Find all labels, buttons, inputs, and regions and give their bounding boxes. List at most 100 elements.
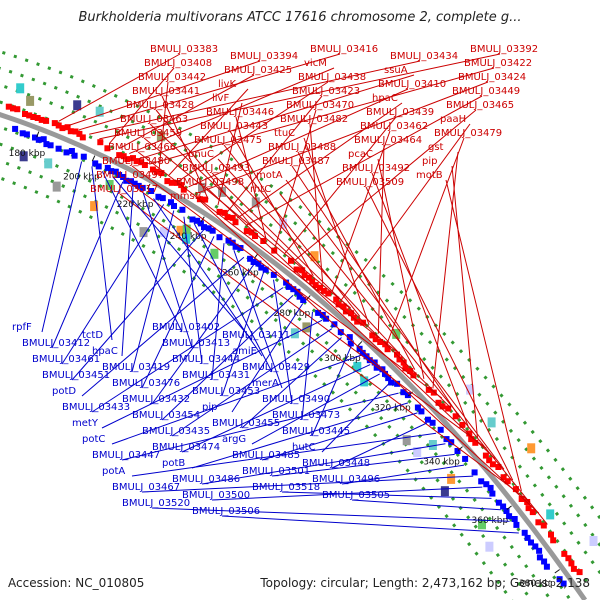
- forward-gene-label: ttuC: [274, 128, 295, 139]
- reverse-gene-mark: [483, 481, 490, 488]
- leader-line: [161, 95, 209, 200]
- reverse-gene-mark: [270, 271, 277, 278]
- forward-gene-mark: [55, 122, 62, 129]
- forward-gene-label: rhtC: [250, 184, 271, 195]
- forward-gene-label: gst: [428, 142, 444, 153]
- leader-line: [178, 81, 329, 182]
- reverse-gene-mark: [506, 513, 513, 520]
- reverse-gene-mark: [556, 576, 563, 583]
- backbone-ring: [0, 112, 588, 600]
- reverse-gene-mark: [55, 145, 62, 152]
- forward-gene-label: BMULJ_03487: [262, 156, 330, 167]
- leader-line: [131, 432, 437, 477]
- reverse-gene-mark: [503, 508, 510, 514]
- reverse-gene-label: BMULJ_03520: [122, 498, 190, 509]
- forward-gene-label: hpaC: [372, 93, 398, 104]
- reverse-gene-mark: [388, 379, 395, 386]
- forward-gene-mark: [439, 403, 446, 410]
- forward-gene-mark: [164, 178, 171, 185]
- leader-line: [227, 95, 323, 213]
- cog-feature-mark: [487, 417, 496, 428]
- cog-feature-mark: [52, 181, 61, 192]
- leader-line: [451, 165, 478, 439]
- reverse-gene-mark: [541, 558, 548, 565]
- leader-line: [377, 144, 385, 334]
- forward-gene-label: BMULJ_03509: [336, 177, 404, 188]
- leader-line: [155, 109, 257, 233]
- leader-line: [303, 137, 370, 326]
- leader-line: [365, 186, 514, 481]
- forward-gene-label: pip: [422, 156, 437, 167]
- forward-gene-mark: [407, 368, 414, 374]
- forward-gene-mark: [158, 170, 165, 177]
- reverse-gene-label: BMULJ_03455: [212, 418, 280, 429]
- reverse-gene-label: potC: [82, 434, 105, 445]
- tick-mark: [506, 505, 512, 510]
- tick-label: 300 kbp: [324, 354, 361, 364]
- forward-gene-mark: [174, 179, 181, 186]
- forward-gene-label: mmsB: [170, 191, 202, 202]
- forward-gene-label: BMULJ_03493: [182, 163, 250, 174]
- forward-gene-mark: [26, 112, 33, 119]
- leader-line: [445, 179, 522, 492]
- forward-gene-label: BMULJ_03449: [452, 86, 520, 97]
- reverse-gene-mark: [346, 334, 353, 341]
- cog-feature-mark: [447, 473, 456, 484]
- label-leader-lines: [41, 53, 548, 534]
- reverse-gene-label: BMULJ_03451: [42, 370, 110, 381]
- leader-line: [101, 319, 323, 429]
- cog-feature-mark: [210, 248, 219, 259]
- reverse-gene-mark: [532, 543, 539, 550]
- forward-gene-mark: [180, 186, 187, 193]
- reverse-gene-label: BMULJ_03476: [112, 378, 180, 389]
- reverse-gene-label: BMULJ_03432: [122, 394, 190, 405]
- forward-gene-label: BMULJ_03443: [200, 121, 268, 132]
- reverse-gene-mark: [487, 484, 494, 491]
- forward-gene-mark: [335, 301, 342, 308]
- forward-gene-mark: [548, 531, 554, 538]
- forward-gene-label: livK: [218, 79, 236, 90]
- forward-gene-label: BMULJ_03392: [470, 44, 538, 55]
- tick-label: 280 kbp: [274, 309, 311, 319]
- leader-line: [251, 373, 380, 445]
- forward-gene-mark: [14, 106, 21, 113]
- forward-gene-mark: [472, 439, 479, 446]
- leader-line: [151, 264, 255, 405]
- forward-gene-label: BMULJ_03424: [458, 72, 526, 83]
- reverse-gene-label: potA: [102, 466, 125, 477]
- forward-gene-mark: [350, 314, 357, 321]
- forward-gene-mark: [529, 509, 536, 516]
- leader-line: [279, 193, 548, 525]
- reverse-gene-mark: [155, 193, 162, 200]
- forward-gene-mark: [252, 233, 258, 239]
- tick-mark: [36, 131, 40, 138]
- forward-gene-mark: [348, 310, 355, 317]
- forward-gene-mark: [384, 346, 391, 353]
- cog-feature-mark: [19, 151, 28, 162]
- forward-gene-mark: [495, 464, 502, 470]
- reverse-gene-label: BMULJ_03447: [92, 450, 160, 461]
- reverse-gene-label: BMULJ_03433: [62, 402, 130, 413]
- forward-gene-mark: [340, 303, 347, 310]
- reverse-gene-mark: [247, 255, 254, 262]
- reverse-gene-mark: [205, 225, 212, 232]
- reverse-gene-mark: [47, 142, 54, 149]
- forward-gene-mark: [130, 155, 136, 162]
- forward-gene-mark: [354, 318, 361, 325]
- leader-line: [377, 158, 425, 380]
- forward-gene-mark: [224, 214, 231, 221]
- leader-line: [108, 67, 175, 144]
- leader-line: [71, 229, 205, 381]
- forward-gene-label: livF: [212, 93, 229, 104]
- forward-gene-label: BMULJ_03470: [286, 100, 354, 111]
- leader-line: [191, 402, 409, 469]
- forward-gene-mark: [377, 339, 384, 345]
- leader-line: [205, 186, 496, 460]
- reverse-gene-label: BMULJ_03435: [142, 426, 210, 437]
- reverse-gene-mark: [35, 136, 42, 143]
- cog-feature-mark: [156, 131, 165, 142]
- leader-line: [211, 243, 225, 381]
- forward-gene-mark: [317, 284, 323, 291]
- leader-line: [121, 392, 399, 461]
- cog-feature-mark: [402, 435, 411, 446]
